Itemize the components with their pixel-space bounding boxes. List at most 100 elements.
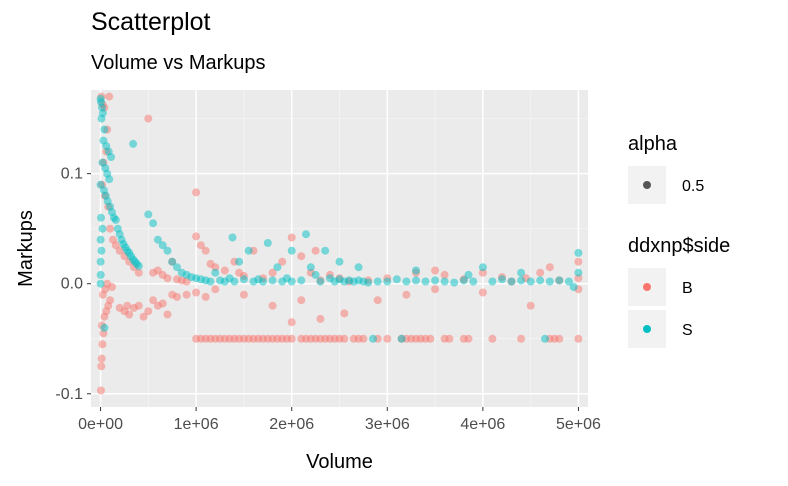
data-point — [354, 263, 363, 272]
data-point — [287, 334, 296, 343]
data-point — [478, 288, 487, 297]
data-point — [426, 334, 435, 343]
data-point — [123, 301, 132, 310]
data-point — [412, 276, 420, 285]
data-point — [108, 283, 116, 291]
data-point — [192, 188, 201, 197]
data-point — [287, 233, 296, 242]
data-point — [129, 139, 138, 148]
data-point — [464, 334, 473, 343]
x-tick-label: 4e+06 — [460, 416, 505, 433]
data-point — [526, 277, 535, 286]
data-point — [498, 275, 506, 284]
data-point — [555, 334, 564, 343]
data-point — [111, 215, 120, 224]
axes-layer: 0e+00 1e+06 2e+06 3e+06 4e+06 5e+06 -0.1 0.0 0.1 — [55, 166, 601, 433]
data-point — [517, 268, 526, 277]
data-point — [149, 219, 158, 228]
legend-marker — [643, 325, 651, 333]
data-point — [134, 301, 143, 310]
data-point — [335, 257, 344, 266]
data-point — [421, 277, 430, 286]
data-point — [206, 277, 215, 286]
data-point — [97, 213, 105, 222]
data-point — [392, 275, 401, 284]
data-point — [526, 301, 535, 310]
data-point — [163, 274, 172, 283]
data-point — [369, 334, 377, 343]
data-point — [134, 262, 143, 271]
data-point — [158, 241, 167, 250]
data-point — [306, 263, 315, 272]
data-point — [201, 246, 210, 255]
data-point — [268, 301, 277, 310]
data-point — [278, 257, 287, 266]
data-point — [297, 252, 306, 261]
data-point — [144, 210, 153, 219]
y-axis-title: Markups — [15, 210, 37, 287]
data-point — [268, 276, 277, 285]
points-layer — [96, 92, 583, 395]
data-point — [98, 224, 107, 233]
data-point — [488, 334, 497, 343]
data-point — [149, 296, 158, 305]
data-point — [431, 276, 440, 285]
data-point — [359, 334, 368, 343]
legend-label: B — [682, 280, 693, 297]
data-point — [340, 334, 349, 343]
legend-label: S — [682, 322, 693, 339]
data-point — [144, 307, 153, 316]
data-point — [545, 263, 554, 272]
y-tick-label: 0.0 — [61, 276, 83, 293]
x-tick-label: 3e+06 — [365, 416, 410, 433]
x-tick-label: 1e+06 — [174, 416, 219, 433]
data-point — [196, 241, 205, 250]
data-point — [440, 277, 449, 286]
data-point — [211, 285, 220, 294]
data-point — [459, 276, 468, 285]
data-point — [163, 246, 172, 255]
data-point — [153, 235, 162, 244]
data-point — [383, 277, 392, 286]
data-point — [244, 246, 253, 255]
data-point — [507, 277, 516, 286]
data-point — [97, 354, 106, 363]
data-point — [431, 285, 440, 294]
data-point — [364, 278, 373, 287]
data-point — [545, 277, 554, 286]
data-point — [268, 268, 277, 277]
legend-title: ddxnp$side — [628, 235, 730, 257]
data-point — [263, 239, 272, 247]
data-point — [440, 270, 449, 279]
data-point — [106, 224, 115, 233]
data-point — [182, 290, 191, 299]
data-point — [412, 266, 420, 275]
data-point — [297, 276, 306, 285]
data-point — [97, 114, 106, 123]
data-point — [168, 257, 177, 266]
data-point — [173, 292, 181, 301]
data-point — [555, 276, 564, 285]
data-point — [574, 334, 583, 343]
data-point — [230, 277, 239, 286]
data-point — [488, 277, 497, 286]
x-tick-label: 5e+06 — [556, 416, 601, 433]
data-point — [383, 334, 392, 343]
x-tick-label: 2e+06 — [269, 416, 314, 433]
data-point — [96, 235, 105, 244]
data-point — [211, 263, 220, 272]
legend-title: alpha — [628, 133, 678, 155]
data-point — [287, 277, 296, 286]
data-point — [569, 283, 578, 291]
data-point — [97, 386, 105, 395]
data-point — [564, 277, 573, 286]
data-point — [397, 334, 406, 343]
legend: alpha 0.5 ddxnp$side B S — [628, 133, 730, 348]
data-point — [373, 296, 382, 305]
data-point — [158, 299, 167, 308]
data-point — [259, 277, 267, 286]
data-point — [402, 290, 411, 299]
x-axis-title: Volume — [306, 451, 373, 473]
y-tick-label: 0.1 — [61, 166, 83, 183]
